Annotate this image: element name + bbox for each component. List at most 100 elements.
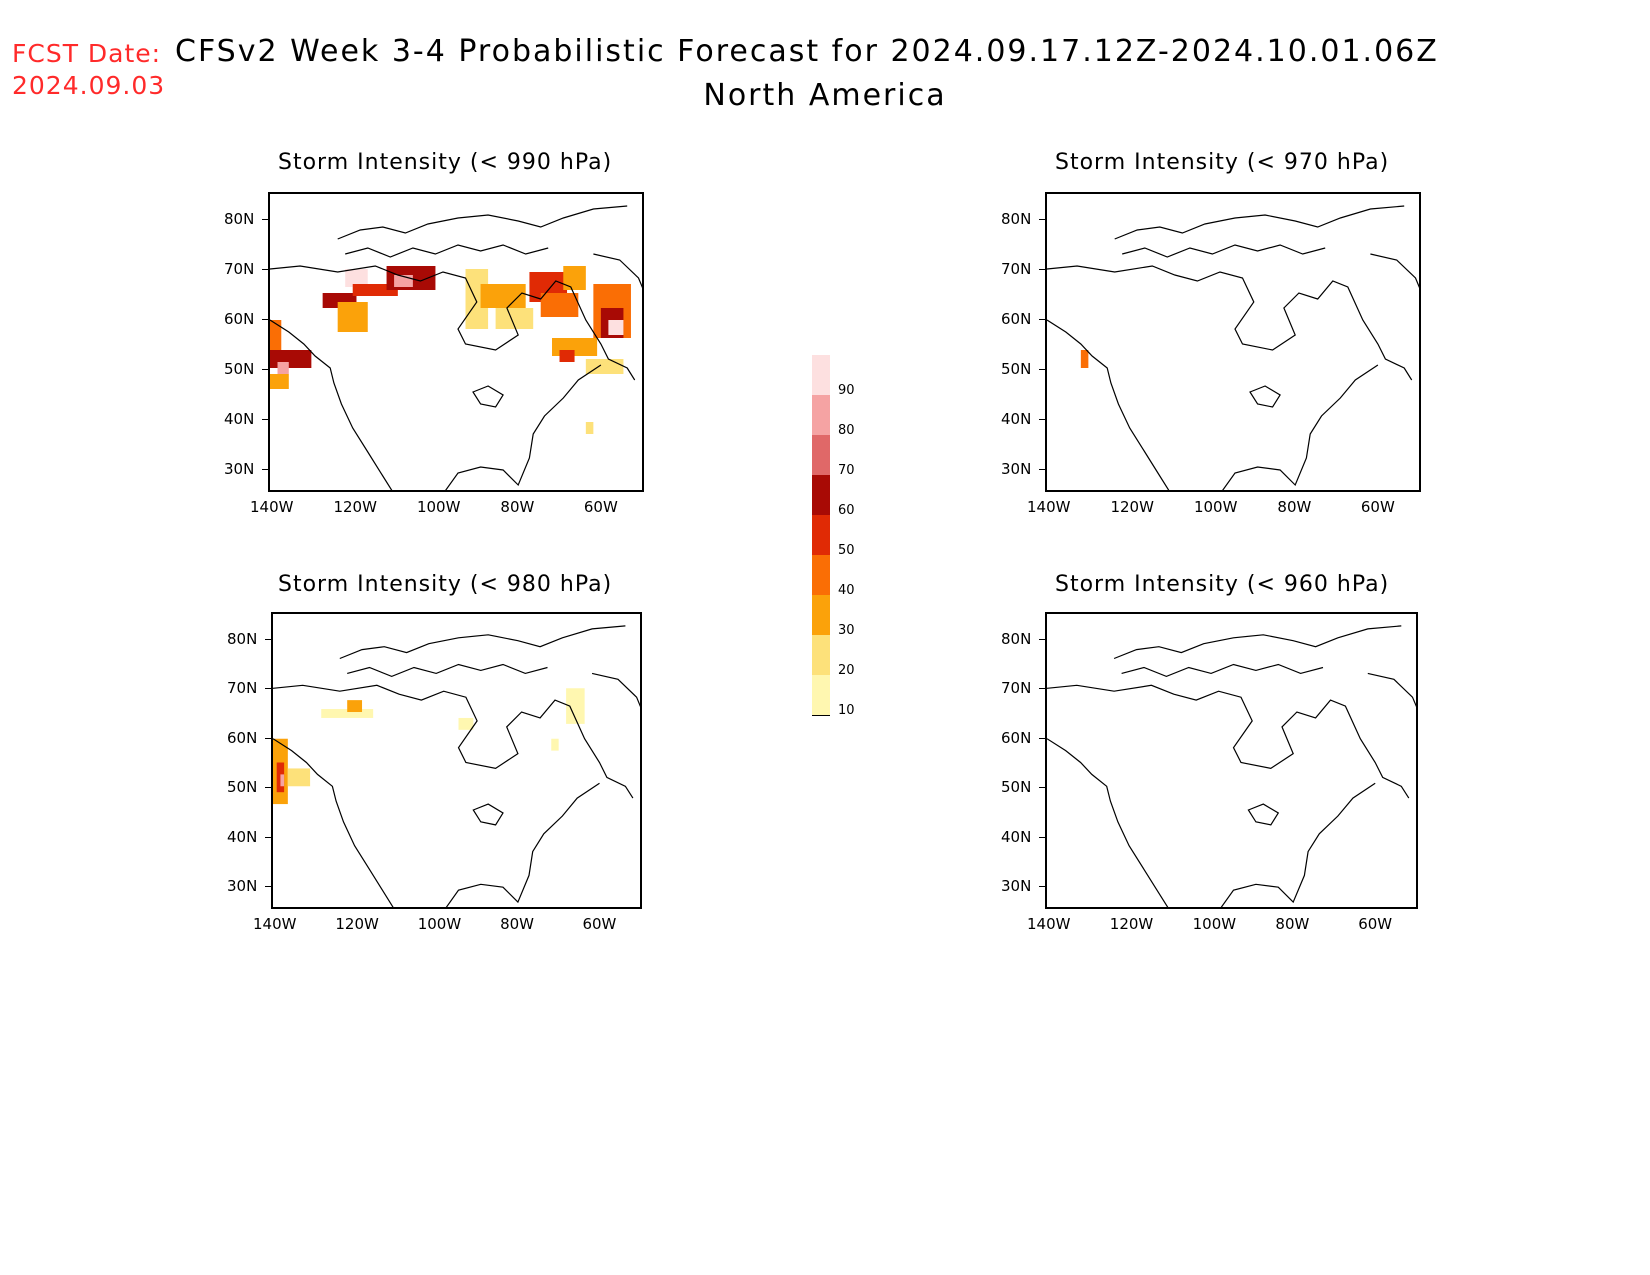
lat-tick [262,419,268,420]
lat-label: 70N [227,679,258,698]
coastline [345,244,549,258]
colorbar-label: 40 [838,583,855,598]
probability-cell [287,768,311,787]
lon-label: 140W [250,498,294,516]
coastline [1249,385,1281,408]
coastline [1370,253,1419,288]
coastline [347,663,548,678]
lat-tick [1039,688,1045,690]
coastline [1222,364,1379,490]
coastline [1121,663,1324,678]
panel-title: Storm Intensity (< 960 hPa) [1055,572,1390,597]
map-p960 [1045,612,1418,909]
probability-cell [347,700,363,713]
lat-label: 50N [1001,778,1032,797]
colorbar-segment [812,355,830,396]
lat-tick [1039,787,1045,789]
colorbar: 90 80 70 60 50 40 30 20 10 [812,335,932,745]
probability-cell [277,362,289,374]
lat-tick [262,469,268,470]
lat-label: 30N [224,460,255,478]
colorbar-segment [812,475,830,516]
lat-tick [1039,419,1045,420]
lon-label: 80W [1275,915,1310,933]
colorbar-label: 60 [838,503,855,518]
forecast-date: FCST Date: 2024.09.03 [12,38,165,102]
lon-label: 120W [1110,498,1154,516]
lon-label: 100W [417,915,462,933]
colorbar-label: 50 [838,543,855,558]
probability-cell [1080,350,1089,368]
lon-label: 140W [1027,498,1071,516]
colorbar-segment [812,635,830,676]
lat-tick [265,688,271,690]
probability-cell [551,738,559,751]
panel-title: Storm Intensity (< 990 hPa) [278,150,613,175]
map-p970 [1045,192,1421,492]
lat-label: 80N [224,210,255,228]
probability-cell [559,350,575,362]
lat-label: 80N [1001,630,1032,648]
lat-label: 30N [1001,460,1032,478]
lat-label: 50N [224,360,255,378]
probability-cell [270,350,312,368]
colorbar-segment [812,555,830,596]
coastline [1047,265,1413,381]
probability-cell [321,709,374,718]
coastline [273,684,634,799]
lat-tick [1039,469,1045,470]
lon-label: 80W [1277,498,1312,516]
lat-tick [1039,836,1045,838]
lon-label: 60W [582,915,617,933]
coastline [1367,672,1416,708]
colorbar-segment [812,435,830,476]
lat-tick [1039,369,1045,370]
lon-label: 140W [1027,915,1071,933]
coastline [270,265,636,381]
lon-label: 80W [500,915,534,933]
lat-label: 40N [1001,410,1032,428]
panel-title: Storm Intensity (< 980 hPa) [278,572,613,597]
lat-label: 70N [1001,260,1032,278]
lat-label: 40N [227,827,258,846]
lon-label: 120W [335,915,379,933]
probability-cell [270,320,282,356]
coastline [591,672,640,707]
lat-tick [1039,269,1045,270]
probability-cell [608,320,624,335]
lat-label: 70N [1001,679,1032,698]
lat-tick [265,737,271,739]
forecast-date-label: FCST Date: [12,39,162,68]
lat-label: 30N [227,877,258,895]
lat-label: 50N [1001,360,1032,378]
probability-cell [280,774,285,787]
lat-tick [265,787,271,789]
coastline [1047,319,1170,490]
coastline [445,364,602,490]
colorbar-label: 70 [838,463,855,478]
lat-label: 40N [224,410,255,428]
map-p990 [268,192,644,492]
main-title: CFSv2 Week 3-4 Probabilistic Forecast fo… [175,34,1439,69]
colorbar-segment [812,395,830,436]
coastline [445,782,600,907]
lon-label: 60W [1360,498,1395,516]
probability-cell [540,293,579,317]
lat-tick [1039,639,1045,640]
panel-title: Storm Intensity (< 970 hPa) [1055,150,1390,175]
lat-tick [265,639,271,640]
lat-label: 60N [1001,310,1032,328]
coastline [593,253,642,288]
probability-cell [585,422,594,434]
lon-label: 100W [1192,915,1237,933]
probability-cell [337,302,368,332]
lat-label: 70N [224,260,255,278]
coastline [339,625,626,660]
lat-tick [1039,219,1045,220]
probability-cell [566,688,585,724]
lat-label: 60N [224,310,255,328]
coastline [472,803,504,826]
colorbar-label: 10 [838,703,855,718]
lon-label: 100W [1193,498,1238,516]
lat-tick [262,369,268,370]
